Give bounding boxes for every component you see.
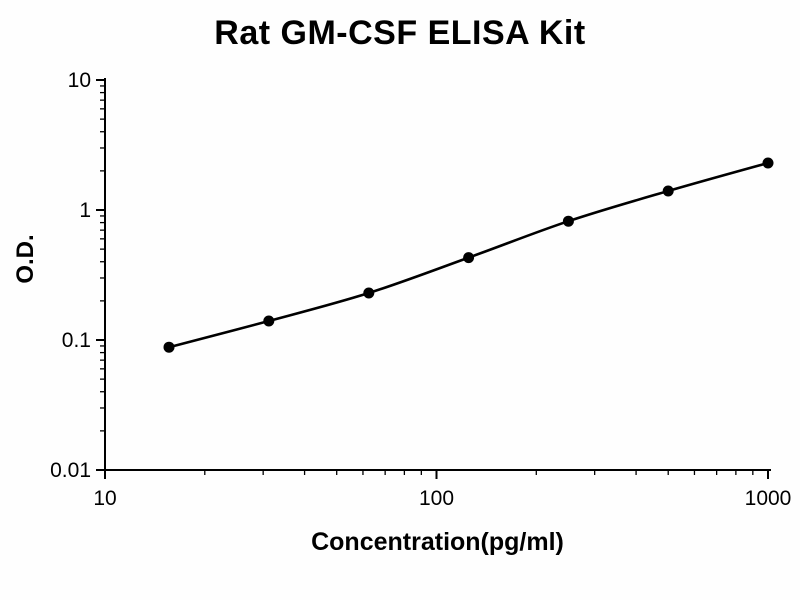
- y-axis-label: O.D.: [12, 234, 39, 284]
- x-axis-label: Concentration(pg/ml): [311, 528, 564, 556]
- x-tick-label: 100: [419, 487, 454, 510]
- y-tick-label: 10: [68, 69, 91, 92]
- x-tick-label: 1000: [745, 487, 792, 510]
- y-tick-label: 0.1: [62, 329, 91, 352]
- y-tick-label: 0.01: [50, 459, 91, 482]
- data-point-marker: [562, 215, 574, 227]
- x-tick-label: 10: [93, 487, 116, 510]
- data-point-marker: [263, 315, 275, 327]
- data-point-marker: [463, 252, 475, 264]
- chart-title: Rat GM-CSF ELISA Kit: [214, 14, 586, 52]
- data-point-marker: [662, 185, 674, 197]
- data-point-marker: [762, 157, 774, 169]
- y-tick-label: 1: [79, 199, 91, 222]
- data-point-marker: [163, 341, 175, 353]
- data-point-marker: [363, 287, 375, 299]
